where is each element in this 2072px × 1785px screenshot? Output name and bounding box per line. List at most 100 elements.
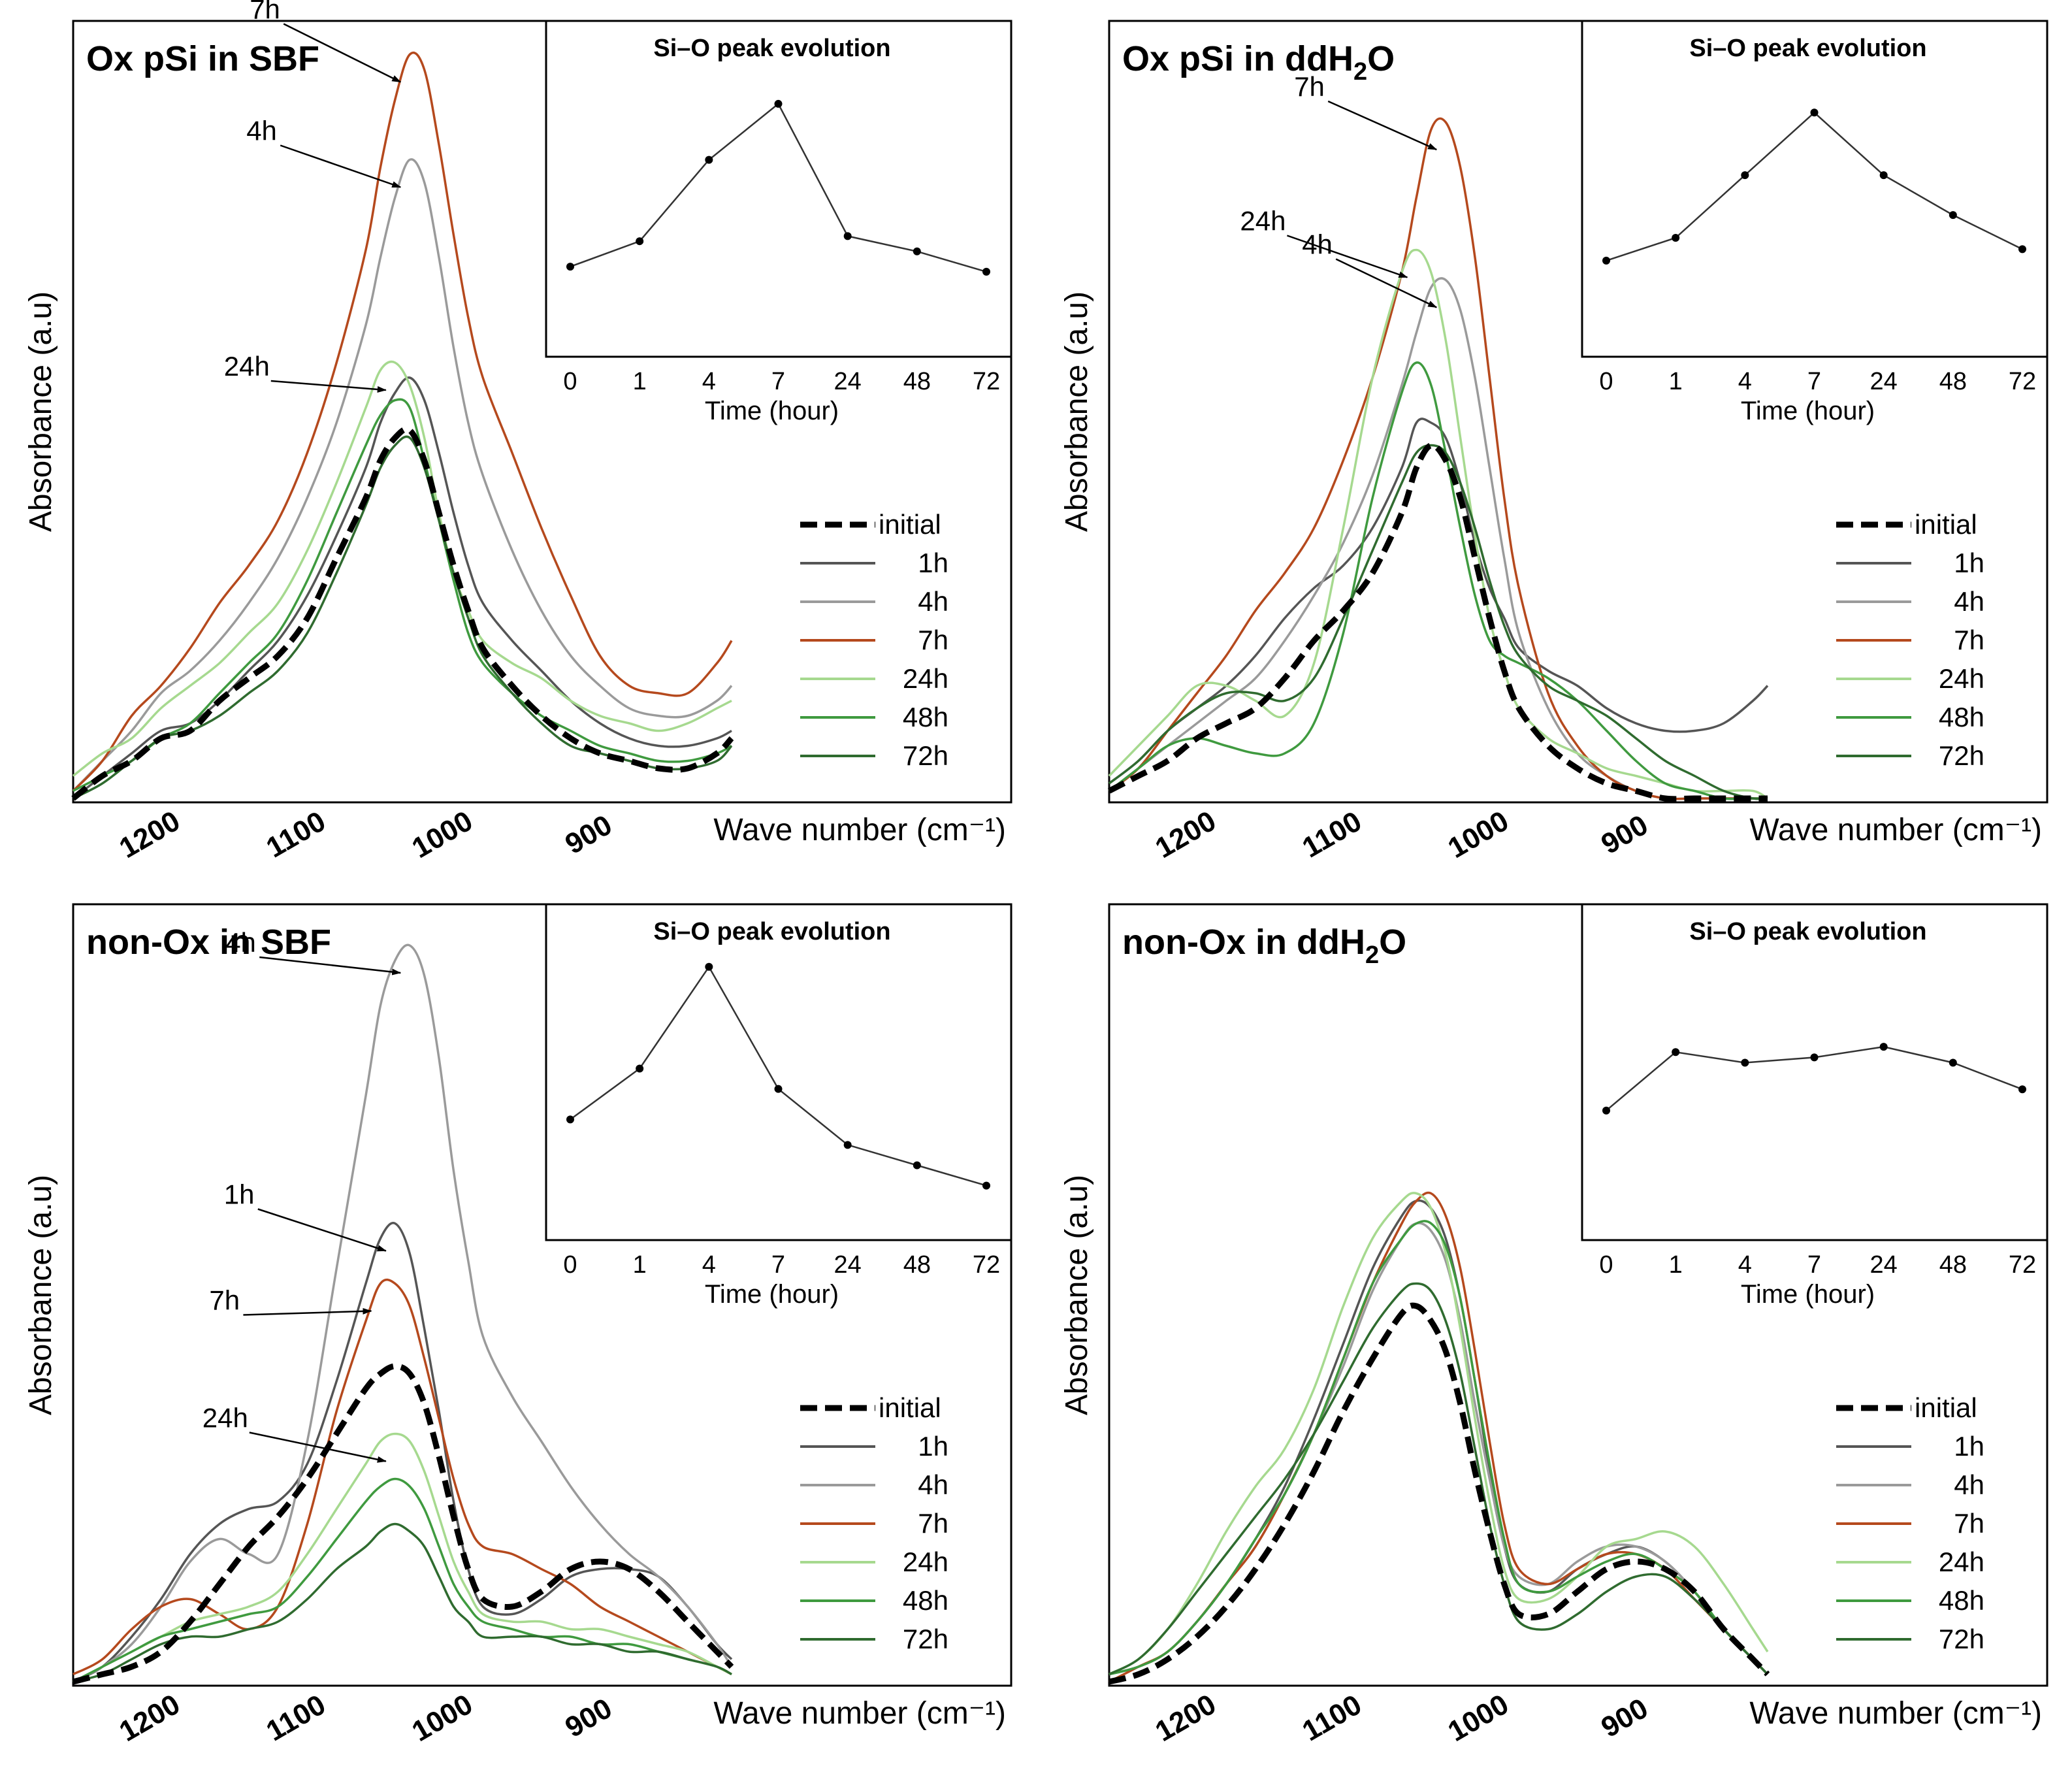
inset-x-axis-label: Time (hour) (705, 397, 839, 425)
inset-data-point (774, 1085, 783, 1093)
series-line-48h (73, 1477, 732, 1683)
inset-tick-label: 24 (834, 1251, 862, 1279)
inset-tick-label: 24 (834, 368, 862, 395)
series-line-initial (1108, 1302, 1770, 1685)
legend-label: initial (879, 1392, 941, 1423)
legend-label: 4h (1954, 1469, 1984, 1500)
inset-data-point (982, 1181, 990, 1190)
inset-data-point (1810, 108, 1819, 117)
chart-title: Ox pSi in SBF (86, 39, 319, 78)
inset-tick-label: 24 (1870, 368, 1898, 395)
inset-data-point (566, 1115, 574, 1124)
inset-data-point (1602, 256, 1610, 265)
inset-x-axis-label: Time (hour) (1741, 1280, 1875, 1309)
x-tick-label: 1200 (1150, 1688, 1222, 1748)
inset-chart: Si–O peak evolution 0 1 4 7 24 48 72 Time (hour) (1581, 20, 2048, 425)
x-axis-label: Wave number (cm⁻¹) (713, 813, 1006, 847)
inset-data-point (982, 267, 990, 276)
x-tick-label: 1000 (1443, 1688, 1514, 1748)
inset-data-point (843, 1141, 852, 1149)
legend-label: 24h (1939, 663, 1984, 694)
inset-tick-label: 1 (1669, 1251, 1683, 1279)
legend-label: 7h (1954, 625, 1984, 655)
plot-frame (72, 903, 1012, 1687)
series-line-initial (1107, 442, 1768, 802)
annotation-arrow (1327, 100, 1438, 151)
annotation-label: 24h (1240, 206, 1286, 237)
series-line-24h (1108, 248, 1768, 800)
inset-title: Si–O peak evolution (653, 35, 890, 62)
inset-frame (545, 20, 1012, 358)
legend-label: 7h (1954, 1508, 1984, 1539)
series-line-48h (1109, 1220, 1769, 1676)
x-axis-label: Wave number (cm⁻¹) (1749, 1696, 2042, 1731)
inset-data-point (1602, 1106, 1610, 1115)
annotation-arrow (259, 956, 402, 975)
inset-title: Si–O peak evolution (1689, 918, 1926, 945)
annotation-label: 7h (250, 0, 280, 25)
legend-label: 48h (903, 702, 948, 732)
legend-label: 24h (903, 663, 948, 694)
inset-title: Si–O peak evolution (653, 918, 890, 945)
inset-title: Si–O peak evolution (1689, 35, 1926, 62)
legend-label: initial (1915, 509, 1977, 540)
legend-label: 4h (1954, 586, 1984, 617)
x-tick-label: 1100 (261, 1688, 331, 1747)
x-tick-label: 1000 (407, 805, 478, 864)
inset-x-axis-label: Time (hour) (705, 1280, 839, 1309)
inset-tick-label: 48 (903, 1251, 931, 1279)
inset-chart: Si–O peak evolution 0 1 4 7 24 48 72 Time (hour) (1581, 903, 2048, 1309)
series-line-7h (73, 1279, 732, 1676)
legend-label: 4h (918, 586, 948, 617)
annotation-arrow (270, 380, 387, 393)
x-tick-label: 1200 (114, 805, 186, 864)
series-line-7h (72, 51, 733, 792)
inset-tick-label: 72 (2009, 1251, 2036, 1279)
x-tick-label: 900 (560, 1692, 617, 1744)
inset-data-point (1741, 171, 1749, 180)
inset-tick-label: 72 (973, 1251, 1000, 1279)
chart-panel-2: Ox pSi in ddH2O Absorbance (a.u) 1200 1100 1… (1060, 20, 2048, 864)
inset-tick-label: 1 (633, 368, 647, 395)
x-tick-label: 1100 (1297, 805, 1367, 864)
inset-data-point (913, 247, 921, 255)
legend-label: 48h (1939, 1585, 1984, 1616)
series-line-24h (73, 1432, 732, 1683)
annotation-label: 4h (225, 927, 256, 958)
y-axis-label: Absorbance (a.u) (24, 291, 58, 532)
inset-data-point (636, 237, 644, 246)
legend-label: 72h (903, 1624, 948, 1654)
legend-label: 4h (918, 1469, 948, 1500)
chart-panel-3: non-Ox in SBF Absorbance (a.u) 1200 1100 100… (24, 903, 1012, 1748)
chart-title: non-Ox in SBF (86, 923, 331, 962)
x-tick-label: 1100 (261, 805, 331, 864)
series-line-initial (71, 426, 734, 801)
plot-frame (1108, 903, 2048, 1687)
annotation-label: 7h (209, 1285, 240, 1316)
inset-tick-label: 48 (903, 368, 931, 395)
chart-title: non-Ox in ddH2O (1122, 923, 1406, 969)
annotation-arrow (243, 1307, 372, 1316)
series-line-24h (72, 360, 732, 777)
legend-label: 72h (1939, 740, 1984, 771)
legend-label: 72h (903, 740, 948, 771)
inset-x-axis-label: Time (hour) (1741, 397, 1875, 425)
legend-label: 1h (1954, 548, 1984, 578)
inset-tick-label: 0 (1599, 1251, 1613, 1279)
annotation-arrow (1335, 258, 1438, 308)
y-axis-label: Absorbance (a.u) (24, 1175, 58, 1415)
y-axis-label: Absorbance (a.u) (1060, 1175, 1094, 1415)
inset-tick-label: 4 (1738, 368, 1752, 395)
series-line-72h (1108, 444, 1768, 800)
inset-data-point (913, 1161, 921, 1170)
inset-chart: Si–O peak evolution 0 1 4 7 24 48 72 Time (hour) (545, 903, 1012, 1309)
series-line-4h (72, 158, 733, 792)
inset-frame (1581, 20, 2048, 358)
inset-tick-label: 48 (1939, 1251, 1967, 1279)
inset-data-point (843, 232, 852, 240)
inset-data-point (705, 156, 713, 164)
legend-label: 1h (1954, 1431, 1984, 1462)
inset-data-point (636, 1064, 644, 1073)
inset-tick-label: 4 (702, 1251, 716, 1279)
x-axis-label: Wave number (cm⁻¹) (713, 1696, 1006, 1731)
